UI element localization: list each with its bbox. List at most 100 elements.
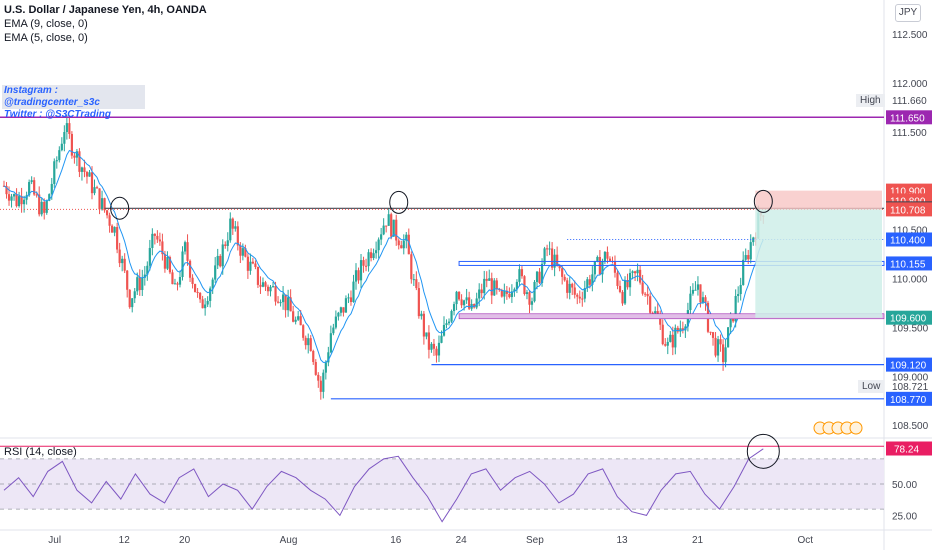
- candle-body: [23, 199, 26, 205]
- candle-body: [28, 182, 31, 196]
- candle-body: [70, 133, 73, 156]
- candle-body: [380, 234, 383, 240]
- candle-body: [573, 287, 576, 295]
- candle-body: [674, 327, 677, 348]
- candle-body: [269, 286, 272, 292]
- candle-body: [440, 335, 443, 343]
- candle-body: [279, 302, 282, 304]
- candle-body: [571, 283, 574, 288]
- candle-body: [78, 151, 81, 172]
- candle-body: [339, 307, 343, 313]
- candle-body: [606, 251, 609, 259]
- candle-body: [181, 251, 184, 278]
- candle-body: [60, 143, 63, 151]
- candle-body: [334, 316, 337, 328]
- x-tick-label-3: Aug: [280, 535, 298, 546]
- candle-body: [357, 270, 360, 281]
- level-tag-label-4: 110.708: [890, 205, 926, 216]
- candle-body: [186, 242, 189, 261]
- candle-body: [568, 283, 571, 293]
- candle-body: [666, 341, 669, 346]
- candle-body: [704, 297, 707, 303]
- candle-body: [219, 255, 222, 267]
- candle-body: [420, 313, 423, 317]
- candle-body: [352, 281, 355, 303]
- candle-body: [73, 155, 76, 158]
- candle-body: [201, 299, 204, 309]
- candle-body: [465, 297, 468, 301]
- candle-body: [68, 123, 71, 134]
- candle-body: [63, 132, 66, 144]
- candle-body: [199, 292, 202, 300]
- candle-body: [244, 248, 247, 257]
- candle-body: [385, 225, 388, 227]
- y-tick-label-3: 110.500: [892, 226, 928, 237]
- candle-body: [475, 298, 478, 308]
- candle-body: [100, 198, 104, 210]
- candle-body: [616, 272, 619, 286]
- candle-body: [415, 279, 418, 289]
- candle-body: [593, 261, 596, 275]
- level-tag-7: [886, 310, 932, 325]
- candle-body: [473, 303, 476, 308]
- candle-body: [530, 301, 534, 305]
- x-tick-label-2: 20: [179, 535, 191, 546]
- candle-body: [430, 343, 433, 350]
- level-tag-label-1: 110.900: [890, 187, 926, 198]
- candle-body: [347, 297, 350, 299]
- candle-body: [533, 281, 536, 302]
- level-tag-4: [886, 202, 932, 217]
- x-tick-label-8: 21: [692, 535, 704, 546]
- ema5-legend[interactable]: EMA (5, close, 0): [4, 32, 88, 44]
- candle-body: [314, 362, 317, 375]
- low-value: 108.721: [892, 382, 929, 393]
- candle-body: [450, 311, 453, 322]
- candle-body: [131, 298, 134, 308]
- candle-body: [405, 234, 408, 241]
- level-tag-label-5: 110.400: [890, 235, 926, 246]
- candle-body: [525, 292, 529, 295]
- social-note[interactable]: Instagram : @tradingcenter_s3c Twitter :…: [2, 85, 145, 120]
- candle-body: [359, 260, 363, 281]
- candle-body: [43, 201, 46, 213]
- candle-body: [116, 227, 119, 250]
- candle-body: [618, 285, 622, 292]
- candle-body: [545, 248, 549, 250]
- candle-body: [488, 278, 491, 281]
- candle-body: [226, 240, 229, 246]
- candle-body: [249, 261, 252, 271]
- currency-button[interactable]: JPY: [895, 4, 921, 22]
- candle-body: [739, 284, 742, 295]
- level-tag-label-0: 111.650: [890, 113, 925, 124]
- candle-body: [503, 290, 506, 297]
- candle-body: [425, 332, 428, 337]
- candle-body: [12, 194, 16, 197]
- candle-body: [324, 362, 327, 373]
- candle-body: [586, 279, 589, 289]
- candle-body: [309, 338, 312, 351]
- level-tag-label-9: 108.770: [890, 395, 927, 406]
- candle-body: [513, 289, 516, 292]
- candle-body: [435, 348, 438, 356]
- candle-body: [538, 271, 541, 283]
- candle-body: [583, 288, 586, 299]
- rsi-legend[interactable]: RSI (14, close): [4, 446, 77, 458]
- candle-body: [151, 233, 154, 248]
- candles: [2, 114, 765, 400]
- event-icon: [849, 421, 863, 435]
- candle-body: [364, 265, 368, 267]
- candle-body: [30, 180, 33, 183]
- candle-body: [646, 294, 649, 297]
- x-tick-label-4: 16: [390, 535, 402, 546]
- candle-body: [510, 291, 513, 298]
- candle-body: [400, 245, 403, 249]
- candle-body: [58, 150, 61, 161]
- candle-body: [721, 344, 725, 363]
- y-tick-label-5: 109.500: [892, 323, 929, 334]
- ema9-legend[interactable]: EMA (9, close, 0): [4, 18, 88, 30]
- y-tick-label-1: 112.000: [892, 79, 928, 90]
- candle-body: [659, 317, 662, 325]
- candle-body: [5, 185, 8, 195]
- candle-body: [480, 289, 483, 294]
